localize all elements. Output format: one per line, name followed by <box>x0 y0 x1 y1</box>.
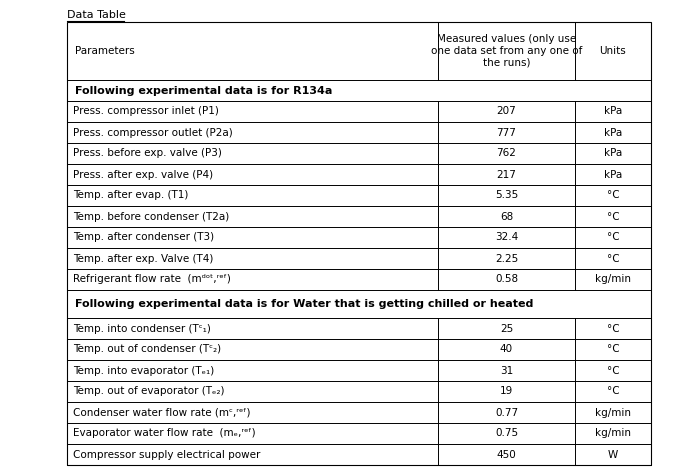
Text: 207: 207 <box>496 106 516 116</box>
Text: Temp. after evap. (T1): Temp. after evap. (T1) <box>73 190 189 201</box>
Text: Temp. out of evaporator (Tₑ₂): Temp. out of evaporator (Tₑ₂) <box>73 387 225 397</box>
Text: 5.35: 5.35 <box>495 190 518 201</box>
Text: Temp. before condenser (T2a): Temp. before condenser (T2a) <box>73 211 229 221</box>
Text: 450: 450 <box>496 449 516 460</box>
Text: Press. after exp. valve (P4): Press. after exp. valve (P4) <box>73 170 213 179</box>
Text: Temp. out of condenser (Tᶜ₂): Temp. out of condenser (Tᶜ₂) <box>73 344 221 355</box>
Text: Measured values (only use
one data set from any one of
the runs): Measured values (only use one data set f… <box>431 34 582 68</box>
Text: 19: 19 <box>500 387 513 397</box>
Text: 31: 31 <box>500 365 513 375</box>
Text: kg/min: kg/min <box>595 429 631 439</box>
Text: °C: °C <box>607 211 619 221</box>
Text: 777: 777 <box>496 128 516 138</box>
Text: 25: 25 <box>500 324 513 333</box>
Text: Parameters: Parameters <box>75 46 135 56</box>
Text: Press. compressor inlet (P1): Press. compressor inlet (P1) <box>73 106 219 116</box>
Text: Temp. after exp. Valve (T4): Temp. after exp. Valve (T4) <box>73 253 213 263</box>
Text: 32.4: 32.4 <box>495 233 518 243</box>
Text: 217: 217 <box>496 170 516 179</box>
Text: kg/min: kg/min <box>595 275 631 284</box>
Text: 0.58: 0.58 <box>495 275 518 284</box>
Text: kPa: kPa <box>604 128 622 138</box>
Text: Units: Units <box>600 46 627 56</box>
Text: 2.25: 2.25 <box>495 253 518 263</box>
Text: °C: °C <box>607 387 619 397</box>
Text: kPa: kPa <box>604 170 622 179</box>
Text: W: W <box>608 449 618 460</box>
Text: °C: °C <box>607 233 619 243</box>
Text: Temp. into evaporator (Tₑ₁): Temp. into evaporator (Tₑ₁) <box>73 365 215 375</box>
Text: kPa: kPa <box>604 106 622 116</box>
Text: kg/min: kg/min <box>595 407 631 417</box>
Text: Following experimental data is for Water that is getting chilled or heated: Following experimental data is for Water… <box>75 299 533 309</box>
Text: Press. compressor outlet (P2a): Press. compressor outlet (P2a) <box>73 128 233 138</box>
Text: 0.75: 0.75 <box>495 429 518 439</box>
Text: °C: °C <box>607 253 619 263</box>
Text: °C: °C <box>607 324 619 333</box>
Text: Condenser water flow rate (mᶜ,ʳᵉᶠ): Condenser water flow rate (mᶜ,ʳᵉᶠ) <box>73 407 251 417</box>
Text: Evaporator water flow rate  (mₑ,ʳᵉᶠ): Evaporator water flow rate (mₑ,ʳᵉᶠ) <box>73 429 255 439</box>
Text: Data Table: Data Table <box>67 10 126 20</box>
Text: kPa: kPa <box>604 148 622 159</box>
Text: Following experimental data is for R134a: Following experimental data is for R134a <box>75 86 332 96</box>
Text: Temp. into condenser (Tᶜ₁): Temp. into condenser (Tᶜ₁) <box>73 324 211 333</box>
Text: Refrigerant flow rate  (mᵈᵒᵗ,ʳᵉᶠ): Refrigerant flow rate (mᵈᵒᵗ,ʳᵉᶠ) <box>73 275 231 284</box>
Text: 68: 68 <box>500 211 513 221</box>
Text: °C: °C <box>607 344 619 355</box>
Text: °C: °C <box>607 365 619 375</box>
Text: 0.77: 0.77 <box>495 407 518 417</box>
Text: Temp. after condenser (T3): Temp. after condenser (T3) <box>73 233 214 243</box>
Text: 762: 762 <box>496 148 516 159</box>
Text: Compressor supply electrical power: Compressor supply electrical power <box>73 449 260 460</box>
Text: °C: °C <box>607 190 619 201</box>
Text: Press. before exp. valve (P3): Press. before exp. valve (P3) <box>73 148 222 159</box>
Text: 40: 40 <box>500 344 513 355</box>
